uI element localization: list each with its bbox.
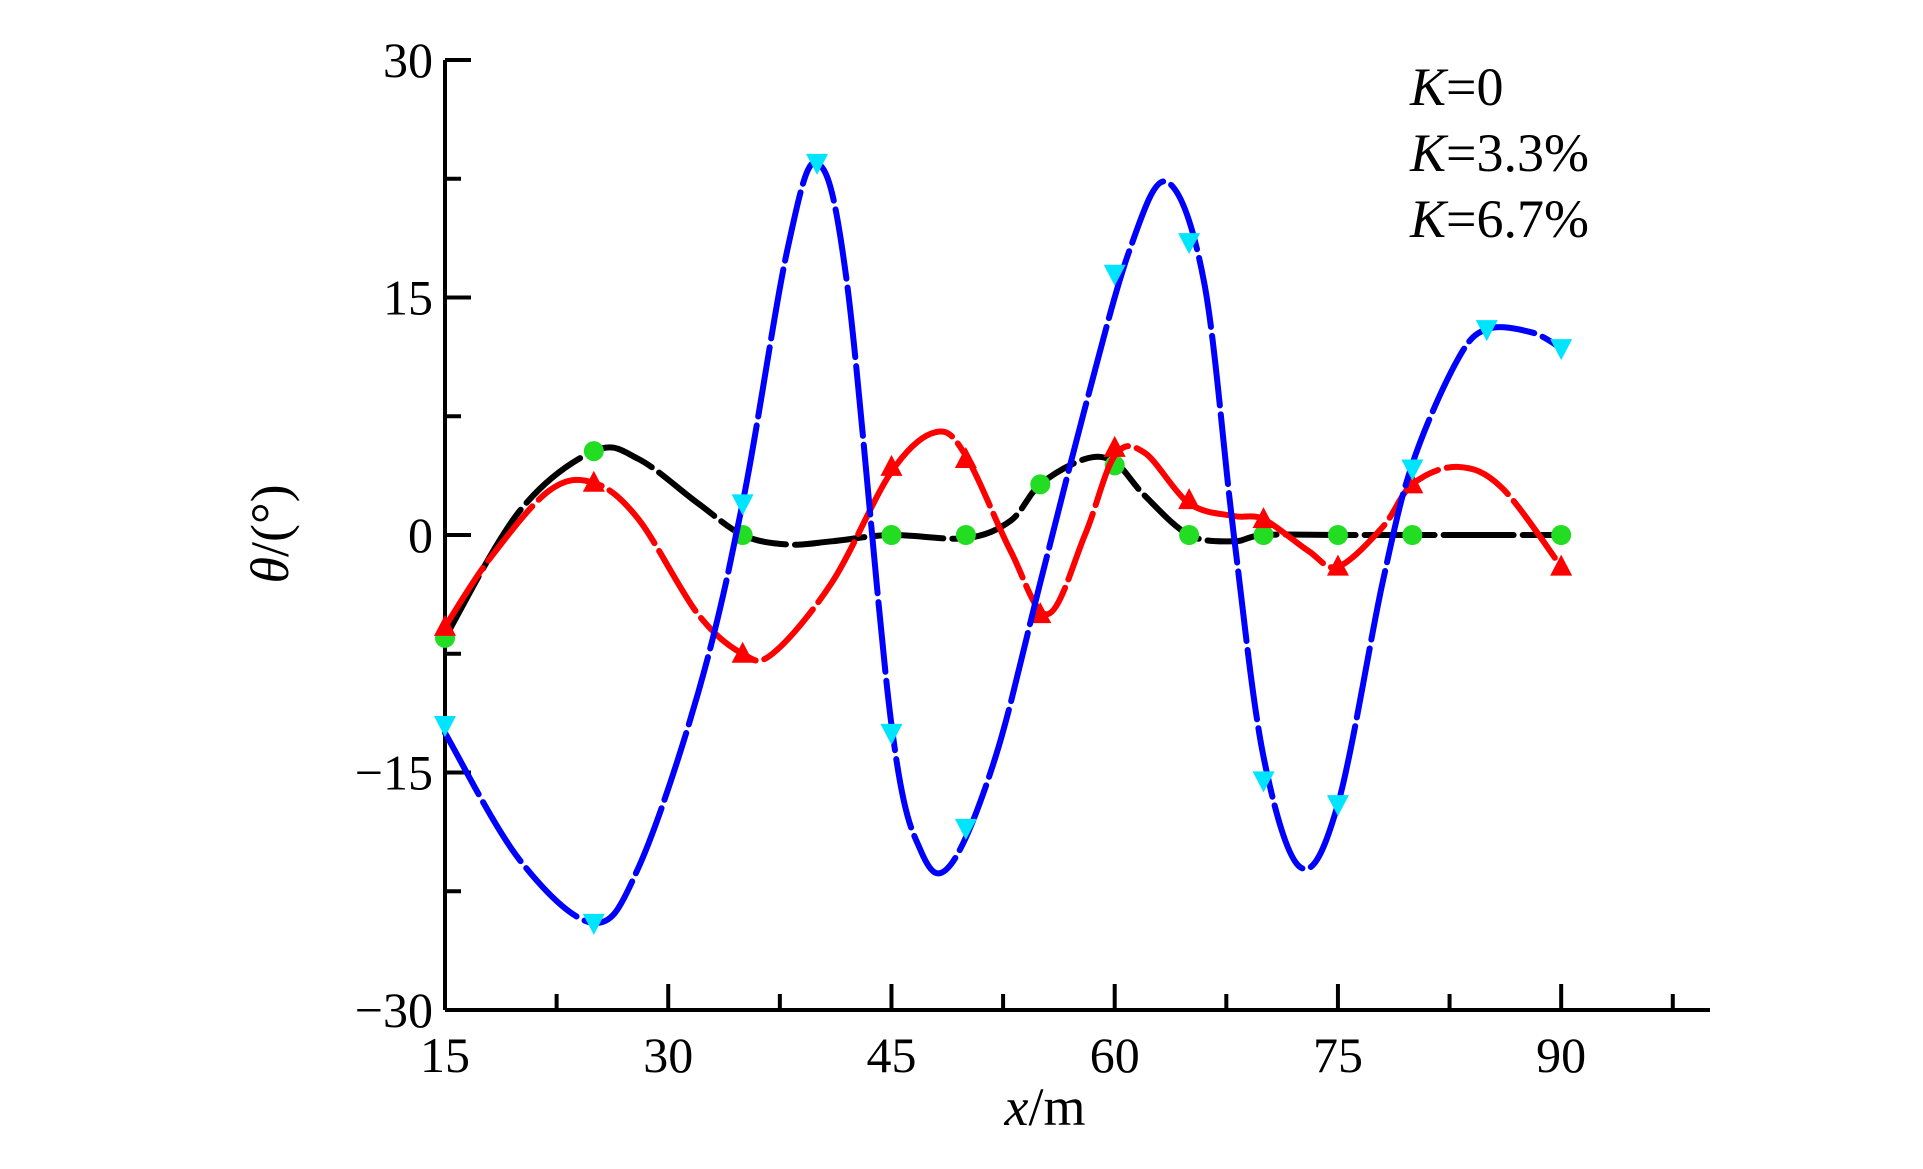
x-tick-label: 60 (1090, 1027, 1140, 1083)
data-point (1402, 525, 1423, 545)
data-point (1030, 474, 1051, 495)
legend: K=0K=3.3%K=6.7% (1409, 57, 1589, 249)
y-tick-label: 30 (383, 32, 433, 88)
y-tick-label: 0 (408, 507, 433, 563)
data-point (731, 494, 754, 516)
data-point (582, 470, 605, 492)
y-axis-label: θ/(°) (240, 484, 300, 583)
data-point (881, 525, 902, 545)
legend-entry: K=3.3% (1409, 123, 1589, 183)
data-point (954, 447, 977, 468)
data-point (1252, 507, 1275, 529)
data-point (1179, 525, 1200, 545)
series-line (442, 428, 1565, 664)
series-3 (434, 153, 1573, 935)
data-point (955, 525, 976, 545)
axes: 15 30 45 60 75 90 −30 −15 0 15 30 (355, 32, 1710, 1083)
x-axis-label: x/m (1004, 1077, 1086, 1137)
data-point (806, 153, 829, 175)
x-tick-label: 30 (643, 1027, 693, 1083)
data-point (1178, 233, 1201, 255)
y-tick-label: −30 (355, 982, 433, 1038)
data-point (1550, 554, 1573, 576)
data-point (1252, 771, 1275, 793)
data-point (880, 454, 903, 476)
data-point (1253, 525, 1274, 545)
x-tick-label: 75 (1313, 1027, 1363, 1083)
data-point (880, 723, 903, 745)
x-tick-label: 15 (420, 1027, 470, 1083)
data-point (583, 441, 604, 462)
legend-entry: K=0 (1409, 57, 1504, 117)
labels: x/m θ/(°) (240, 484, 1085, 1137)
data-point (1178, 488, 1201, 510)
data-point (1401, 472, 1424, 494)
legend-entry: K=6.7% (1409, 189, 1589, 249)
series-2 (434, 428, 1573, 664)
series-line (442, 159, 1565, 926)
x-tick-label: 45 (866, 1027, 916, 1083)
data-point (954, 818, 977, 840)
data-point (1401, 459, 1424, 481)
data-point (1326, 795, 1349, 817)
y-tick-label: 15 (383, 270, 433, 326)
series-1 (435, 441, 1572, 648)
data-point (434, 614, 456, 636)
data-point (1475, 320, 1498, 342)
data-point (1551, 525, 1572, 545)
x-tick-label: 90 (1536, 1027, 1586, 1083)
data-point (1550, 339, 1573, 361)
data-point (1327, 525, 1348, 545)
data-point (1103, 264, 1126, 286)
series-line (442, 444, 1565, 641)
y-tick-label: −15 (355, 745, 433, 801)
series-layer (434, 153, 1573, 935)
data-point (1029, 602, 1052, 624)
data-point (731, 641, 754, 663)
data-point (1103, 435, 1126, 457)
data-point (434, 716, 456, 737)
data-point (582, 913, 605, 935)
data-point (1326, 554, 1349, 576)
